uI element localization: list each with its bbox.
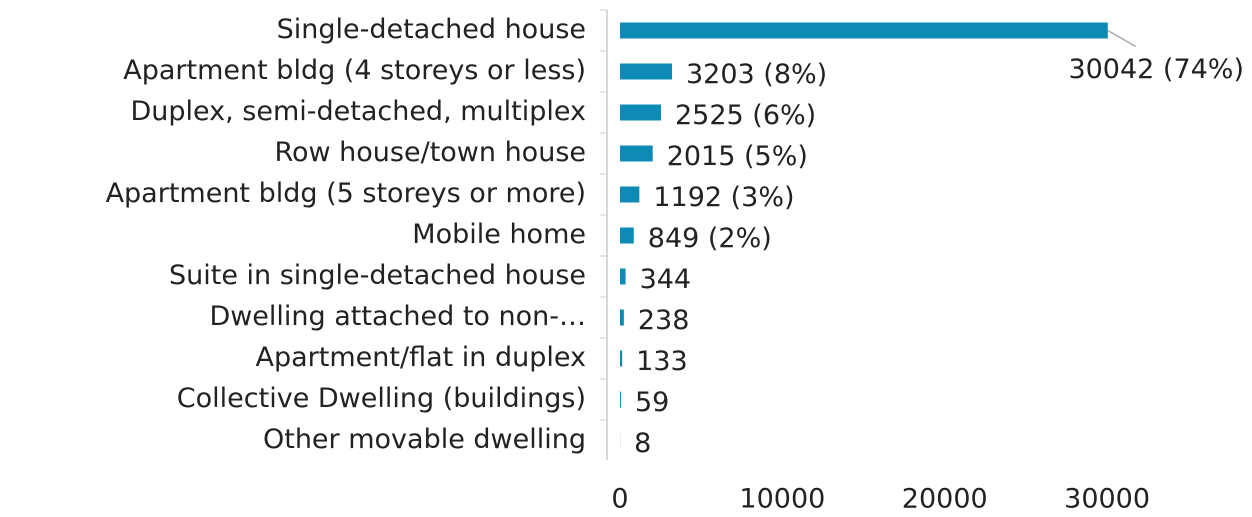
y-tick-label: Suite in single-detached house <box>169 260 586 291</box>
y-tick-label: Duplex, semi-detached, multiplex <box>130 96 586 127</box>
y-tick-label: Apartment bldg (4 storeys or less) <box>123 55 586 86</box>
y-tick-label: Collective Dwelling (buildings) <box>177 383 586 414</box>
bar <box>620 350 623 367</box>
y-tick-label: Mobile home <box>412 219 586 250</box>
y-tick-label: Single-detached house <box>277 14 586 45</box>
bar <box>620 268 626 285</box>
bar <box>620 104 661 121</box>
bar <box>620 145 653 162</box>
y-tick-label: Other movable dwelling <box>263 424 586 455</box>
y-tick-label: Apartment/flat in duplex <box>256 342 586 373</box>
data-label: 849 (2%) <box>648 223 772 254</box>
data-label: 30042 (74%) <box>1068 54 1244 85</box>
x-tick-label: 30000 <box>1064 484 1150 515</box>
bar <box>620 391 621 408</box>
y-tick-label: Dwelling attached to non-… <box>209 301 586 332</box>
data-label: 2525 (6%) <box>675 100 816 131</box>
leader-line <box>1107 29 1137 48</box>
bar <box>620 186 640 203</box>
y-tick-label: Row house/town house <box>274 137 586 168</box>
bar <box>620 63 673 80</box>
x-tick-label: 10000 <box>739 484 825 515</box>
data-label: 2015 (5%) <box>667 141 808 172</box>
y-tick-label: Apartment bldg (5 storeys or more) <box>106 178 586 209</box>
x-tick-label: 0 <box>611 484 628 515</box>
data-label: 133 <box>636 346 688 377</box>
data-label: 59 <box>635 387 669 418</box>
data-label: 1192 (3%) <box>653 182 794 213</box>
data-label: 3203 (8%) <box>686 59 827 90</box>
data-label: 8 <box>634 428 651 459</box>
data-label: 238 <box>638 305 690 336</box>
x-tick-label: 20000 <box>902 484 988 515</box>
bar <box>620 309 624 326</box>
bar <box>620 227 634 244</box>
data-label: 344 <box>640 264 692 295</box>
bar <box>620 22 1108 39</box>
